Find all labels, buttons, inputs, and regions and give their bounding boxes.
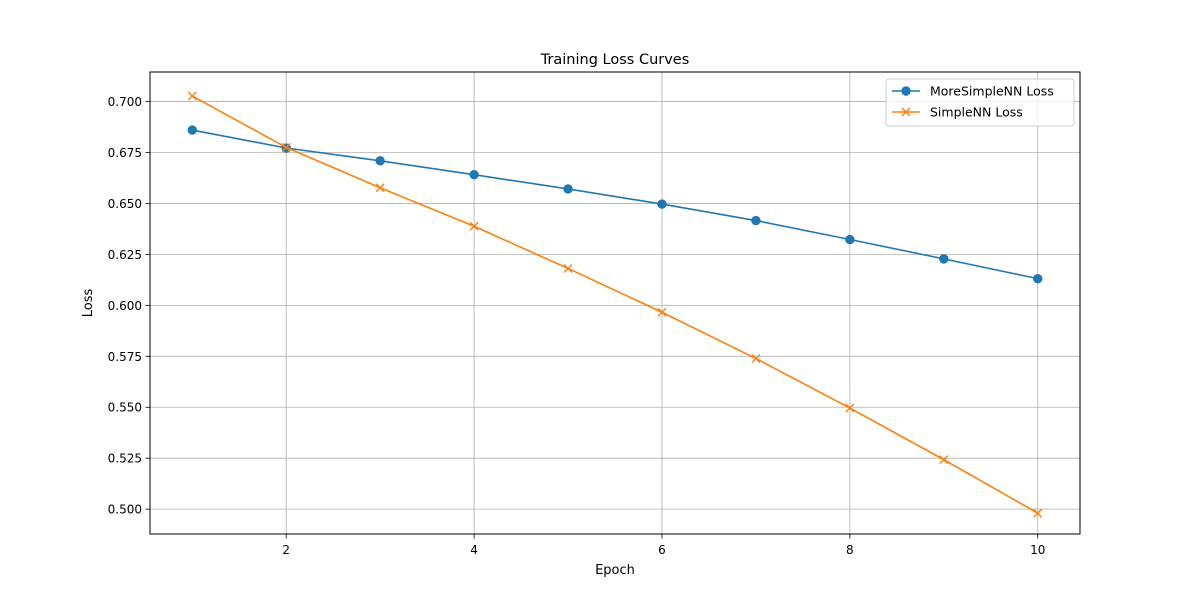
data-point-simplenn-loss (751, 354, 761, 364)
legend-frame (885, 78, 1075, 127)
y-axis-ticks: 0.500 0.525 0.550 0.575 0.600 0.625 0.650 0.675… (108, 95, 150, 517)
legend-item-simplenn-loss: SimpleNN Loss (892, 105, 1023, 120)
legend-item-moresimplenn-loss: MoreSimpleNN Loss (892, 84, 1054, 99)
x-axis-ticks: 2 4 6 8 10 (282, 534, 1045, 557)
data-point-simplenn-loss (375, 183, 385, 193)
y-tick-label: 0.650 (108, 197, 142, 211)
y-tick-label: 0.525 (108, 452, 142, 466)
y-tick-label: 0.500 (108, 503, 142, 517)
x-axis-label: Epoch (595, 563, 635, 578)
grid-lines (150, 72, 1080, 534)
data-point-simplenn-loss (469, 221, 479, 231)
x-tick-label: 8 (846, 543, 854, 557)
series-line-moresimplenn-loss (192, 129, 1038, 280)
legend-marker-simplenn-loss (901, 107, 911, 117)
y-tick-label: 0.575 (108, 350, 142, 364)
chart-title: Training Loss Curves (540, 52, 690, 68)
data-point-moresimplenn-loss (751, 215, 761, 226)
data-point-simplenn-loss (939, 455, 949, 465)
data-point-moresimplenn-loss (1033, 273, 1043, 284)
data-point-moresimplenn-loss (657, 199, 667, 209)
series-simplenn-loss (187, 91, 1043, 518)
series-line-simplenn-loss (191, 95, 1039, 514)
data-point-moresimplenn-loss (939, 254, 949, 264)
legend-label-simplenn-loss: SimpleNN Loss (930, 105, 1023, 120)
y-tick-label: 0.600 (108, 299, 142, 313)
data-point-simplenn-loss (845, 403, 855, 413)
data-point-moresimplenn-loss (563, 184, 573, 194)
data-point-simplenn-loss (657, 307, 667, 317)
data-point-moresimplenn-loss (187, 125, 197, 135)
y-tick-label: 0.550 (108, 401, 142, 415)
x-tick-label: 10 (1030, 543, 1045, 557)
x-tick-label: 6 (658, 543, 666, 557)
data-point-moresimplenn-loss (845, 234, 855, 245)
data-point-simplenn-loss (1033, 508, 1043, 518)
plot-area-frame (149, 71, 1081, 535)
legend-marker-moresimplenn-loss (901, 86, 911, 96)
data-point-moresimplenn-loss (375, 156, 385, 166)
y-tick-label: 0.625 (108, 248, 142, 262)
legend-label-moresimplenn-loss: MoreSimpleNN Loss (930, 84, 1054, 99)
data-point-simplenn-loss (281, 142, 291, 152)
legend: MoreSimpleNN Loss SimpleNN Loss (885, 78, 1075, 127)
y-tick-label: 0.675 (108, 146, 142, 160)
data-point-moresimplenn-loss (469, 170, 479, 180)
y-axis-label: Loss (81, 289, 96, 318)
series-layer (187, 91, 1043, 518)
series-moresimplenn-loss (187, 125, 1043, 284)
data-point-simplenn-loss (187, 91, 197, 101)
y-tick-label: 0.700 (108, 95, 142, 109)
x-tick-label: 2 (282, 543, 290, 557)
data-point-simplenn-loss (563, 263, 573, 273)
x-tick-label: 4 (470, 543, 478, 557)
